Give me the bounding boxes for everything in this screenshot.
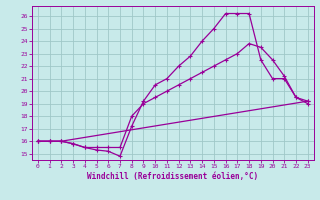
X-axis label: Windchill (Refroidissement éolien,°C): Windchill (Refroidissement éolien,°C) [87,172,258,181]
